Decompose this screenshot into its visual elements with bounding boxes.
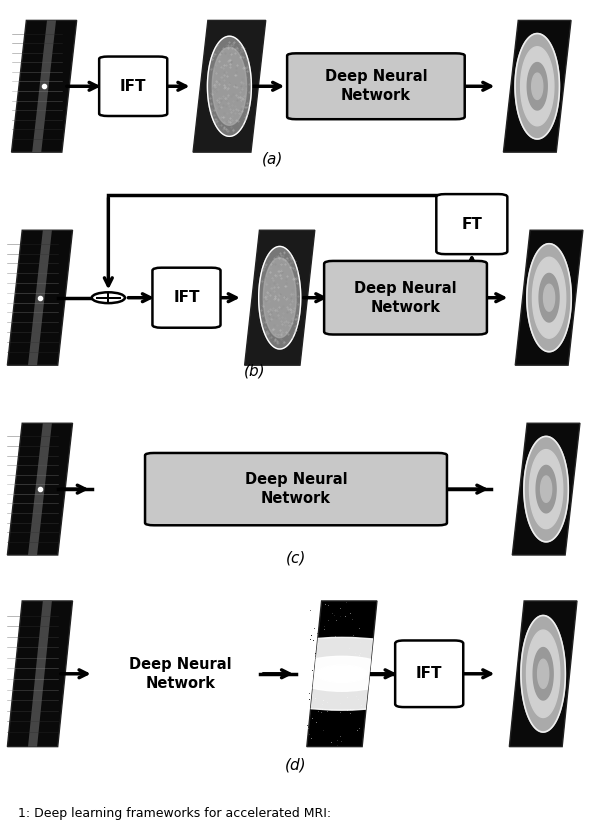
- Polygon shape: [263, 258, 296, 338]
- Circle shape: [291, 656, 393, 691]
- Text: IFT: IFT: [120, 79, 146, 94]
- Polygon shape: [526, 630, 560, 718]
- Polygon shape: [521, 616, 565, 732]
- Polygon shape: [527, 63, 547, 110]
- Polygon shape: [524, 437, 568, 542]
- Text: (a): (a): [262, 151, 283, 166]
- Text: (c): (c): [286, 550, 306, 566]
- Text: (d): (d): [285, 757, 307, 772]
- Polygon shape: [7, 601, 72, 747]
- Polygon shape: [28, 230, 52, 365]
- Polygon shape: [515, 34, 559, 139]
- Polygon shape: [259, 246, 301, 349]
- FancyBboxPatch shape: [436, 194, 507, 254]
- Text: IFT: IFT: [416, 667, 442, 681]
- Circle shape: [235, 638, 449, 710]
- Text: Deep Neural
Network: Deep Neural Network: [244, 472, 348, 506]
- Polygon shape: [527, 244, 571, 352]
- Text: Deep Neural
Network: Deep Neural Network: [324, 69, 427, 103]
- Text: Deep Neural
Network: Deep Neural Network: [354, 281, 457, 315]
- FancyBboxPatch shape: [92, 632, 269, 715]
- Polygon shape: [520, 47, 554, 126]
- Polygon shape: [515, 230, 583, 365]
- FancyBboxPatch shape: [153, 268, 221, 328]
- Text: Deep Neural
Network: Deep Neural Network: [129, 657, 232, 691]
- Polygon shape: [7, 424, 72, 555]
- Polygon shape: [540, 476, 552, 503]
- FancyBboxPatch shape: [145, 453, 447, 525]
- Polygon shape: [539, 274, 559, 322]
- Polygon shape: [533, 648, 553, 700]
- Polygon shape: [543, 284, 555, 311]
- Polygon shape: [7, 230, 72, 365]
- Polygon shape: [213, 47, 246, 125]
- Polygon shape: [193, 21, 266, 152]
- FancyBboxPatch shape: [324, 261, 487, 335]
- Polygon shape: [244, 230, 315, 365]
- FancyBboxPatch shape: [395, 640, 464, 707]
- Polygon shape: [512, 424, 580, 555]
- Polygon shape: [28, 601, 52, 747]
- Polygon shape: [28, 424, 52, 555]
- FancyBboxPatch shape: [99, 57, 167, 116]
- Polygon shape: [538, 659, 549, 688]
- Text: (b): (b): [244, 363, 265, 379]
- Text: 1: Deep learning frameworks for accelerated MRI:: 1: Deep learning frameworks for accelera…: [18, 807, 331, 820]
- Polygon shape: [532, 257, 566, 338]
- Circle shape: [316, 665, 368, 682]
- Text: IFT: IFT: [173, 290, 200, 305]
- Polygon shape: [12, 21, 77, 152]
- Polygon shape: [532, 73, 543, 100]
- Polygon shape: [536, 466, 556, 513]
- Polygon shape: [32, 21, 56, 152]
- Polygon shape: [307, 601, 377, 747]
- Polygon shape: [509, 601, 577, 747]
- Circle shape: [92, 293, 125, 303]
- Polygon shape: [207, 36, 252, 136]
- Polygon shape: [503, 21, 571, 152]
- Text: FT: FT: [461, 217, 482, 232]
- FancyBboxPatch shape: [287, 54, 465, 119]
- Polygon shape: [529, 450, 563, 529]
